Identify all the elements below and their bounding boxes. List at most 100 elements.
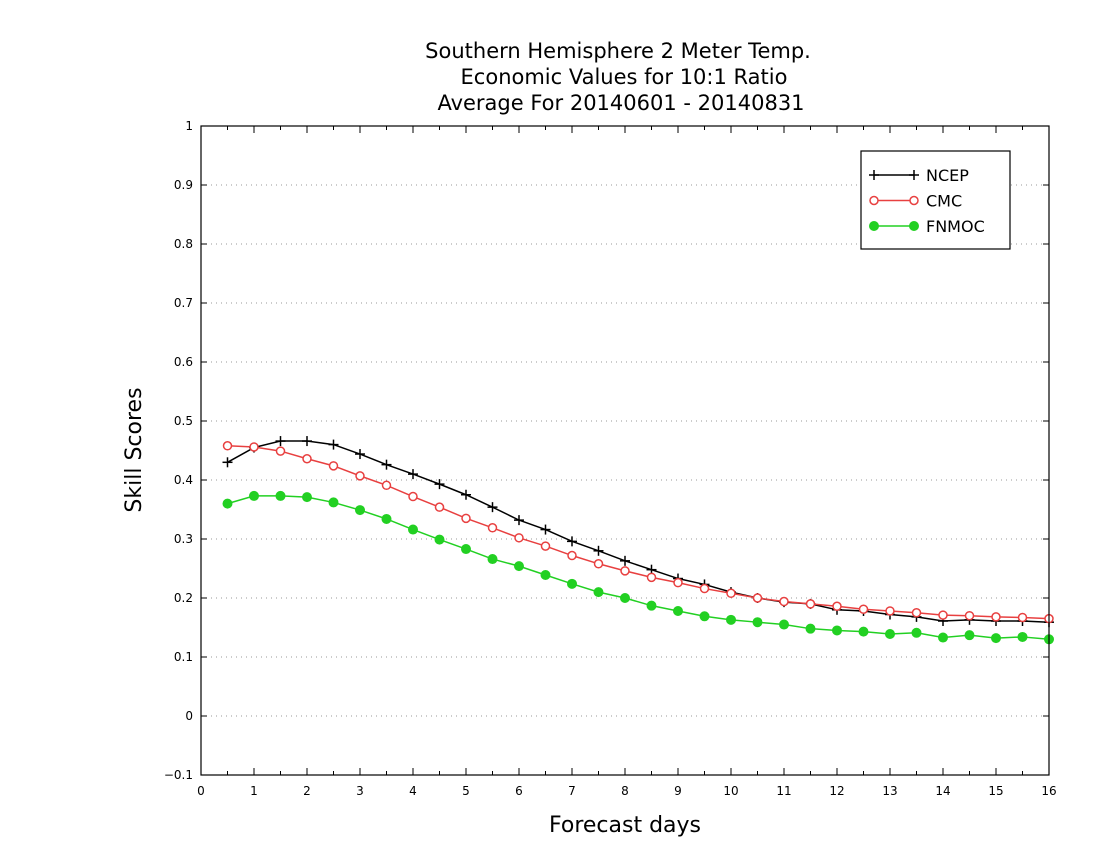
x-tick-label: 9 [674,784,682,798]
x-tick-label: 4 [409,784,417,798]
fnmoc-point [779,619,789,630]
cmc-point [646,572,657,583]
grid-lines [201,184,1049,717]
cmc-line [227,445,1050,620]
cmc-point [434,502,445,512]
ncep-point [381,459,392,470]
y-tick-label: 0.9 [174,178,193,192]
legend-marker [869,195,879,206]
fnmoc-point [964,630,975,641]
cmc-point [726,588,736,599]
x-axis-label: Forecast days [549,813,701,838]
fnmoc-point [567,578,577,589]
cmc-point [885,606,895,616]
y-tick-label: 1 [185,119,193,133]
x-tick-label: 15 [988,784,1003,798]
fnmoc-point [646,600,657,611]
ncep-point [222,457,233,468]
ncep-series [222,436,1054,628]
cmc-point [991,612,1001,622]
chart-title-line-2: Economic Values for 10:1 Ratio [461,65,788,89]
cmc-point [699,583,710,594]
cmc-point [355,471,365,481]
cmc-point [381,480,392,491]
x-tick-label: 13 [882,784,897,798]
legend-label-ncep: NCEP [926,166,969,185]
fnmoc-point [858,626,869,637]
cmc-point [593,559,604,569]
legend-marker [909,221,919,231]
chart-title-line-3: Average For 20140601 - 20140831 [437,91,804,115]
x-tick-label: 14 [935,784,950,798]
cmc-point [328,461,339,471]
plot-frame [200,125,1050,776]
fnmoc-series [222,490,1054,645]
fnmoc-point [461,544,471,555]
cmc-point [249,442,259,452]
fnmoc-point [381,513,392,524]
fnmoc-point [938,632,948,643]
fnmoc-point [222,498,233,509]
legend-marker [909,195,919,206]
cmc-point [487,523,498,533]
cmc-point [938,610,948,620]
cmc-point [461,513,471,524]
cmc-point [832,601,842,612]
x-tick-label: 11 [776,784,791,798]
series-layer [222,436,1054,645]
legend-label-fnmoc: FNMOC [926,217,985,236]
cmc-point [673,577,683,588]
fnmoc-point [805,623,816,634]
fnmoc-point [673,605,683,616]
x-tick-label: 6 [515,784,523,798]
fnmoc-point [885,628,895,639]
fnmoc-point [408,524,418,535]
cmc-point [620,566,630,576]
cmc-point [514,533,524,543]
x-tick-label: 0 [197,784,205,798]
legend-entry-ncep: NCEP [869,166,969,185]
y-tick-label: 0 [185,709,193,723]
ncep-point [487,502,498,513]
y-tick-label: −0.1 [164,768,193,782]
ncep-point [355,449,365,460]
y-tick-label: 0.8 [174,237,193,251]
fnmoc-point [699,611,710,622]
fnmoc-point [620,593,630,603]
fnmoc-point [302,492,312,503]
ncep-point [302,436,312,447]
cmc-point [911,608,922,618]
cmc-point [302,454,312,464]
ncep-point [275,436,286,447]
x-tick-label: 1 [250,784,258,798]
fnmoc-point [1017,631,1028,642]
legend: NCEP CMC FNMOC [860,150,1011,250]
legend-entry-fnmoc: FNMOC [869,217,985,236]
fnmoc-point [752,617,763,628]
y-tick-label: 0.1 [174,650,193,664]
y-tick-label: 0.3 [174,532,193,546]
y-axis-ticks: −0.1 0 0.1 0.2 0.3 0.4 0.5 0.6 0.7 0.8 0.9 1 [164,119,1049,782]
legend-label-cmc: CMC [926,192,962,211]
cmc-point [779,596,789,607]
ncep-point [408,469,418,480]
fnmoc-point [832,625,842,636]
x-tick-label: 2 [303,784,311,798]
legend-marker [909,170,919,180]
cmc-point [567,550,577,561]
cmc-point [858,604,869,614]
ncep-point [567,536,577,547]
ncep-point [593,545,604,556]
ncep-point [328,439,339,450]
x-tick-label: 5 [462,784,470,798]
fnmoc-point [593,587,604,598]
ncep-point [620,555,630,566]
ncep-point [540,524,551,535]
cmc-point [752,593,763,603]
x-tick-label: 16 [1041,784,1056,798]
cmc-series [222,441,1054,624]
fnmoc-point [540,569,551,580]
cmc-point [540,541,551,551]
legend-marker [869,170,879,180]
